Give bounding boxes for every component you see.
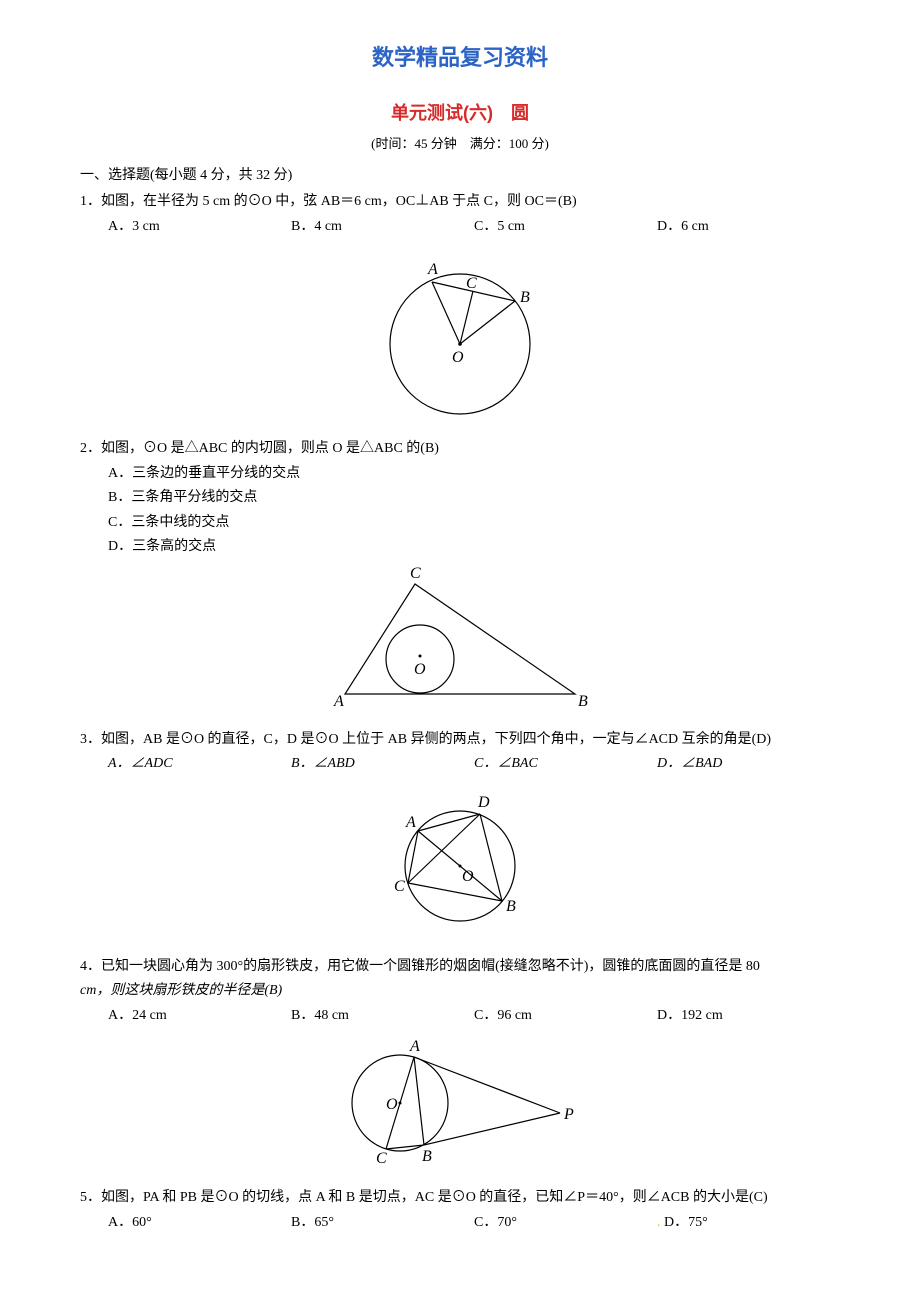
q3-figure: A B C D O: [80, 781, 840, 949]
q1-opt-b: B．4 cm: [291, 216, 474, 238]
q5-label-P: P: [563, 1106, 574, 1123]
q1-options: A．3 cm B．4 cm C．5 cm D．6 cm: [80, 216, 840, 238]
main-title: 数学精品复习资料: [80, 40, 840, 75]
question-2: 2．如图，⊙O 是△ABC 的内切圆，则点 O 是△ABC 的(B) A．三条边…: [80, 438, 840, 722]
q3-opt-d: D．∠BAD: [657, 753, 840, 775]
q4-opt-d: D．192 cm: [657, 1005, 840, 1027]
question-4: 4．已知一块圆心角为 300°的扇形铁皮，用它做一个圆锥形的烟囱帽(接缝忽略不计…: [80, 956, 840, 1182]
q2-opt-b: B．三条角平分线的交点: [108, 487, 840, 509]
q1-text: 1．如图，在半径为 5 cm 的⊙O 中，弦 AB＝6 cm，OC⊥AB 于点 …: [80, 191, 840, 213]
q5-options: A．60° B．65° C．70° . D．75°: [80, 1212, 840, 1234]
q3-label-D: D: [477, 794, 490, 811]
q1-label-B: B: [520, 289, 530, 306]
q3-opt-b: B．∠ABD: [291, 753, 474, 775]
q2-options: A．三条边的垂直平分线的交点 B．三条角平分线的交点 C．三条中线的交点 D．三…: [80, 463, 840, 559]
q4-opt-b: B．48 cm: [291, 1005, 474, 1027]
q3-text: 3．如图，AB 是⊙O 的直径，C，D 是⊙O 上位于 AB 异侧的两点，下列四…: [80, 729, 840, 751]
q3-label-A: A: [405, 814, 416, 831]
q5-label-C: C: [376, 1150, 387, 1167]
q2-label-A: A: [333, 693, 344, 710]
q1-opt-d: D．6 cm: [657, 216, 840, 238]
question-1: 1．如图，在半径为 5 cm 的⊙O 中，弦 AB＝6 cm，OC⊥AB 于点 …: [80, 191, 840, 432]
q5-opt-d: . D．75°: [657, 1212, 840, 1234]
q3-options: A．∠ADC B．∠ABD C．∠BAC D．∠BAD: [80, 753, 840, 775]
q2-figure: A B C O: [80, 564, 840, 722]
q5-opt-c: C．70°: [474, 1212, 657, 1234]
question-5: 5．如图，PA 和 PB 是⊙O 的切线，点 A 和 B 是切点，AC 是⊙O …: [80, 1187, 840, 1234]
q5-text: 5．如图，PA 和 PB 是⊙O 的切线，点 A 和 B 是切点，AC 是⊙O …: [80, 1187, 840, 1209]
q4-opt-c: C．96 cm: [474, 1005, 657, 1027]
q1-opt-c: C．5 cm: [474, 216, 657, 238]
q1-opt-a: A．3 cm: [108, 216, 291, 238]
q1-label-O: O: [452, 349, 464, 366]
q2-opt-d: D．三条高的交点: [108, 536, 840, 558]
q3-label-C: C: [394, 878, 405, 895]
q3-opt-a: A．∠ADC: [108, 753, 291, 775]
question-3: 3．如图，AB 是⊙O 的直径，C，D 是⊙O 上位于 AB 异侧的两点，下列四…: [80, 729, 840, 950]
q4-text-b: cm，则这块扇形铁皮的半径是(B): [80, 980, 840, 1002]
sub-title: 单元测试(六) 圆: [80, 99, 840, 128]
q1-label-A: A: [427, 261, 438, 278]
q2-opt-a: A．三条边的垂直平分线的交点: [108, 463, 840, 485]
q3-label-O: O: [462, 868, 474, 885]
section-heading: 一、选择题(每小题 4 分，共 32 分): [80, 165, 840, 187]
q2-label-O: O: [414, 661, 426, 678]
q5-opt-b: B．65°: [291, 1212, 474, 1234]
q2-text: 2．如图，⊙O 是△ABC 的内切圆，则点 O 是△ABC 的(B): [80, 438, 840, 460]
q3-opt-c: C．∠BAC: [474, 753, 657, 775]
q5-label-O: O: [386, 1096, 398, 1113]
time-info: (时间：45 分钟 满分：100 分): [80, 134, 840, 155]
q4-options: A．24 cm B．48 cm C．96 cm D．192 cm: [80, 1005, 840, 1027]
q5-label-B: B: [422, 1148, 432, 1165]
q2-label-B: B: [578, 693, 588, 710]
q1-label-C: C: [466, 275, 477, 292]
q4-opt-a: A．24 cm: [108, 1005, 291, 1027]
q5-figure: A B C O P: [80, 1033, 840, 1181]
q1-figure: A B C O: [80, 244, 840, 432]
q5-label-A: A: [409, 1038, 420, 1055]
q4-text-a: 4．已知一块圆心角为 300°的扇形铁皮，用它做一个圆锥形的烟囱帽(接缝忽略不计…: [80, 956, 840, 978]
q2-opt-c: C．三条中线的交点: [108, 512, 840, 534]
q5-opt-a: A．60°: [108, 1212, 291, 1234]
q2-label-C: C: [410, 565, 421, 582]
q3-label-B: B: [506, 898, 516, 915]
